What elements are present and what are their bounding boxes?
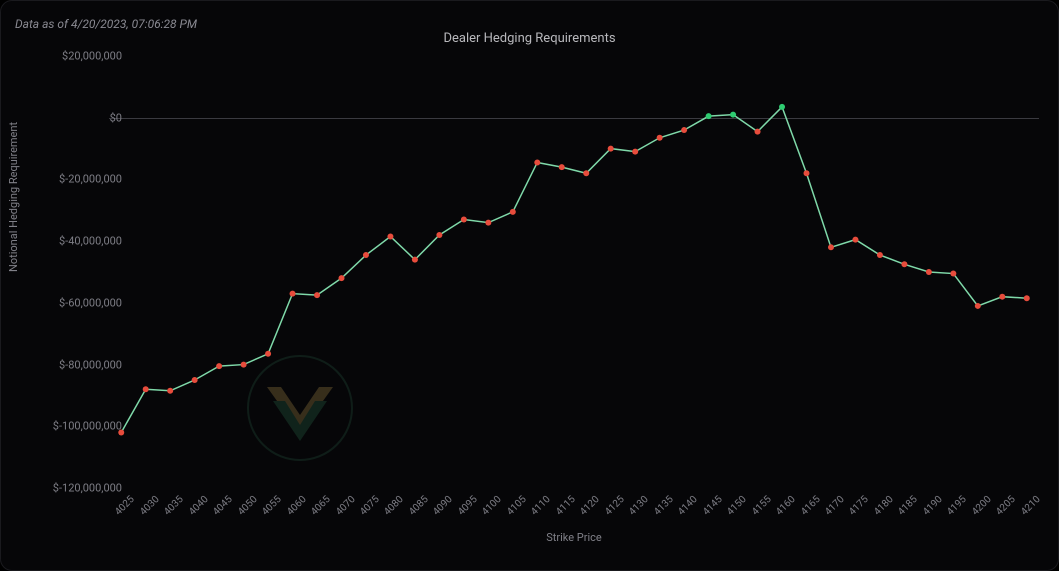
data-point: [265, 351, 271, 357]
x-tick-label: 4085: [407, 494, 431, 518]
x-tick-label: 4155: [750, 494, 774, 518]
x-tick-label: 4140: [676, 494, 700, 518]
x-tick-label: 4070: [334, 494, 358, 518]
data-point: [950, 271, 956, 277]
chart-panel: Data as of 4/20/2023, 07:06:28 PM Dealer…: [0, 0, 1059, 571]
data-point: [118, 429, 124, 435]
chart-title: Dealer Hedging Requirements: [1, 31, 1058, 46]
data-point: [363, 252, 369, 258]
data-point: [1024, 295, 1030, 301]
data-point: [192, 377, 198, 383]
x-tick-label: 4125: [603, 494, 627, 518]
data-point: [852, 237, 858, 243]
x-tick-label: 4210: [1019, 494, 1043, 518]
x-tick-label: 4035: [162, 494, 186, 518]
x-tick-label: 4200: [970, 494, 994, 518]
x-tick-label: 4165: [799, 494, 823, 518]
data-point: [804, 170, 810, 176]
x-tick-label: 4160: [774, 494, 798, 518]
data-point: [681, 127, 687, 133]
data-point: [412, 257, 418, 263]
x-tick-label: 4135: [652, 494, 676, 518]
data-point: [608, 146, 614, 152]
data-point: [583, 170, 589, 176]
x-tick-label: 4115: [554, 494, 578, 518]
data-point: [706, 113, 712, 119]
data-point: [828, 244, 834, 250]
x-tick-label: 4150: [725, 494, 749, 518]
x-axis-label: Strike Price: [109, 531, 1039, 544]
x-tick-label: 4195: [945, 494, 969, 518]
data-point: [730, 112, 736, 118]
data-point: [461, 217, 467, 223]
data-point: [314, 292, 320, 298]
x-tick-label: 4205: [994, 494, 1018, 518]
data-point: [216, 363, 222, 369]
x-tick-label: 4185: [896, 494, 920, 518]
data-point: [241, 362, 247, 368]
x-tick-label: 4170: [823, 494, 847, 518]
x-tick-label: 4060: [285, 494, 309, 518]
data-point: [632, 149, 638, 155]
timestamp: Data as of 4/20/2023, 07:06:28 PM: [15, 17, 197, 31]
x-tick-label: 4040: [187, 494, 211, 518]
x-tick-label: 4045: [211, 494, 235, 518]
data-point: [436, 232, 442, 238]
x-tick-label: 4025: [113, 494, 137, 518]
x-tick-label: 4120: [578, 494, 602, 518]
data-point: [339, 275, 345, 281]
x-tick-label: 4095: [456, 494, 480, 518]
y-axis-label: Notional Hedging Requirement: [7, 122, 20, 272]
data-point: [167, 388, 173, 394]
data-point: [510, 209, 516, 215]
data-point: [143, 386, 149, 392]
x-tick-label: 4130: [627, 494, 651, 518]
line-chart: [109, 56, 1039, 488]
data-point: [290, 291, 296, 297]
x-tick-label: 4065: [309, 494, 333, 518]
x-tick-label: 4190: [921, 494, 945, 518]
data-point: [657, 135, 663, 141]
data-point: [387, 234, 393, 240]
data-point: [901, 261, 907, 267]
data-point: [534, 159, 540, 165]
series-line: [121, 107, 1027, 433]
x-tick-label: 4180: [872, 494, 896, 518]
x-tick-label: 4055: [260, 494, 284, 518]
x-tick-label: 4100: [480, 494, 504, 518]
data-point: [755, 129, 761, 135]
x-tick-label: 4105: [505, 494, 529, 518]
data-point: [877, 252, 883, 258]
x-tick-label: 4075: [358, 494, 382, 518]
x-tick-label: 4090: [431, 494, 455, 518]
data-point: [999, 294, 1005, 300]
data-point: [975, 303, 981, 309]
data-point: [485, 220, 491, 226]
data-point: [559, 164, 565, 170]
data-point: [779, 104, 785, 110]
data-point: [926, 269, 932, 275]
x-tick-label: 4050: [236, 494, 260, 518]
x-tick-label: 4030: [138, 494, 162, 518]
x-tick-label: 4080: [382, 494, 406, 518]
x-tick-label: 4110: [529, 494, 553, 518]
x-tick-label: 4145: [701, 494, 725, 518]
x-tick-label: 4175: [847, 494, 871, 518]
